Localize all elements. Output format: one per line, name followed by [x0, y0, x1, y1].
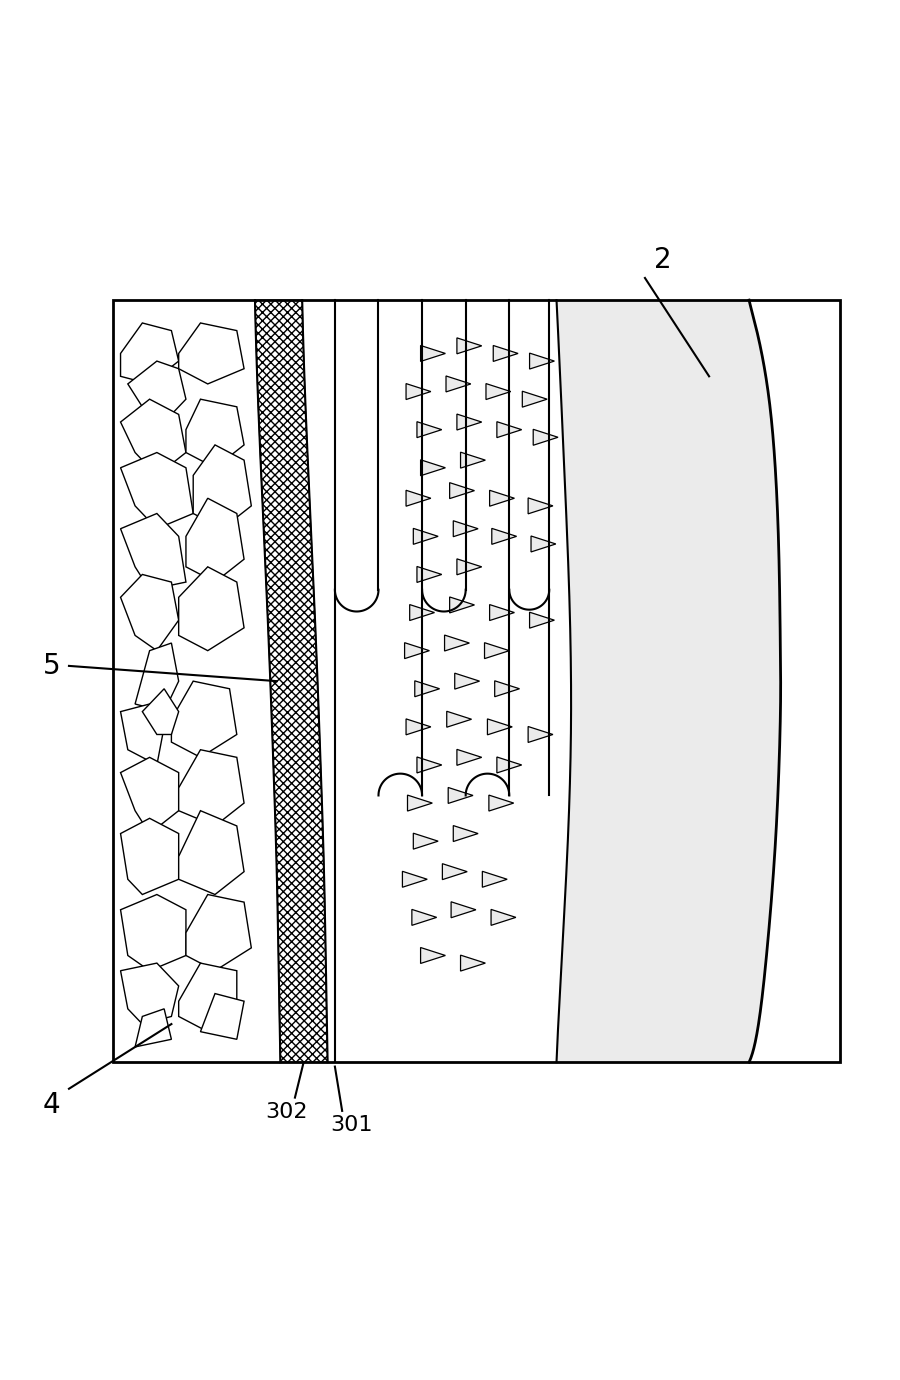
Polygon shape	[457, 338, 482, 353]
Polygon shape	[413, 834, 438, 849]
Polygon shape	[417, 758, 442, 773]
Text: 4: 4	[42, 1092, 60, 1119]
Polygon shape	[135, 1009, 171, 1047]
Polygon shape	[412, 909, 436, 926]
Polygon shape	[495, 680, 519, 697]
Polygon shape	[121, 574, 179, 650]
Polygon shape	[121, 894, 186, 970]
Text: 5: 5	[42, 651, 60, 680]
Polygon shape	[451, 901, 476, 918]
Polygon shape	[186, 498, 244, 582]
Polygon shape	[445, 635, 470, 651]
Polygon shape	[446, 711, 472, 727]
Polygon shape	[255, 299, 328, 1063]
Polygon shape	[497, 422, 522, 437]
Bar	[113, 299, 840, 1063]
Text: 301: 301	[329, 1115, 373, 1136]
Polygon shape	[528, 726, 553, 742]
Polygon shape	[179, 963, 237, 1032]
Polygon shape	[405, 643, 429, 658]
Polygon shape	[497, 758, 522, 773]
Polygon shape	[454, 520, 478, 537]
Polygon shape	[457, 414, 482, 431]
Polygon shape	[448, 788, 473, 803]
Polygon shape	[490, 490, 515, 506]
Polygon shape	[186, 894, 251, 970]
Polygon shape	[179, 567, 244, 650]
Polygon shape	[194, 444, 251, 529]
Polygon shape	[406, 719, 431, 734]
Text: 2: 2	[653, 247, 671, 275]
Polygon shape	[179, 810, 244, 894]
Polygon shape	[529, 353, 554, 368]
Polygon shape	[457, 559, 482, 575]
Polygon shape	[121, 399, 186, 475]
Polygon shape	[171, 682, 237, 758]
Polygon shape	[406, 384, 431, 400]
Polygon shape	[529, 613, 554, 628]
Polygon shape	[135, 643, 179, 712]
Polygon shape	[179, 749, 244, 825]
Polygon shape	[484, 643, 509, 658]
Polygon shape	[493, 345, 518, 362]
Polygon shape	[446, 375, 471, 392]
Polygon shape	[528, 498, 553, 513]
Polygon shape	[186, 399, 244, 468]
Polygon shape	[454, 825, 478, 842]
Polygon shape	[417, 422, 442, 437]
Polygon shape	[491, 909, 516, 926]
Polygon shape	[491, 529, 517, 544]
Polygon shape	[415, 680, 439, 697]
Bar	[113, 299, 840, 1063]
Polygon shape	[201, 994, 244, 1039]
Polygon shape	[121, 704, 164, 765]
Polygon shape	[522, 391, 547, 407]
Polygon shape	[420, 948, 446, 963]
Polygon shape	[490, 604, 515, 621]
Polygon shape	[121, 758, 179, 834]
Polygon shape	[410, 604, 435, 621]
Polygon shape	[461, 453, 485, 468]
Polygon shape	[121, 818, 179, 894]
Text: 302: 302	[265, 1103, 307, 1122]
Polygon shape	[531, 535, 556, 552]
Polygon shape	[402, 871, 428, 887]
Polygon shape	[450, 483, 474, 498]
Polygon shape	[408, 795, 432, 811]
Polygon shape	[461, 955, 485, 972]
Polygon shape	[121, 963, 179, 1024]
Polygon shape	[420, 460, 446, 476]
Polygon shape	[450, 598, 474, 613]
Polygon shape	[420, 345, 446, 362]
Polygon shape	[179, 323, 244, 384]
Polygon shape	[417, 566, 442, 582]
Polygon shape	[482, 871, 508, 887]
Polygon shape	[488, 719, 512, 734]
Polygon shape	[128, 362, 186, 422]
Polygon shape	[457, 749, 482, 766]
Polygon shape	[413, 529, 438, 544]
Polygon shape	[121, 513, 186, 589]
Polygon shape	[121, 323, 179, 384]
Polygon shape	[454, 673, 480, 689]
Polygon shape	[443, 864, 467, 879]
Polygon shape	[142, 689, 179, 734]
Polygon shape	[556, 299, 780, 1063]
Polygon shape	[121, 453, 194, 529]
Polygon shape	[486, 384, 511, 400]
Polygon shape	[489, 795, 514, 811]
Polygon shape	[533, 429, 558, 446]
Polygon shape	[406, 490, 431, 506]
